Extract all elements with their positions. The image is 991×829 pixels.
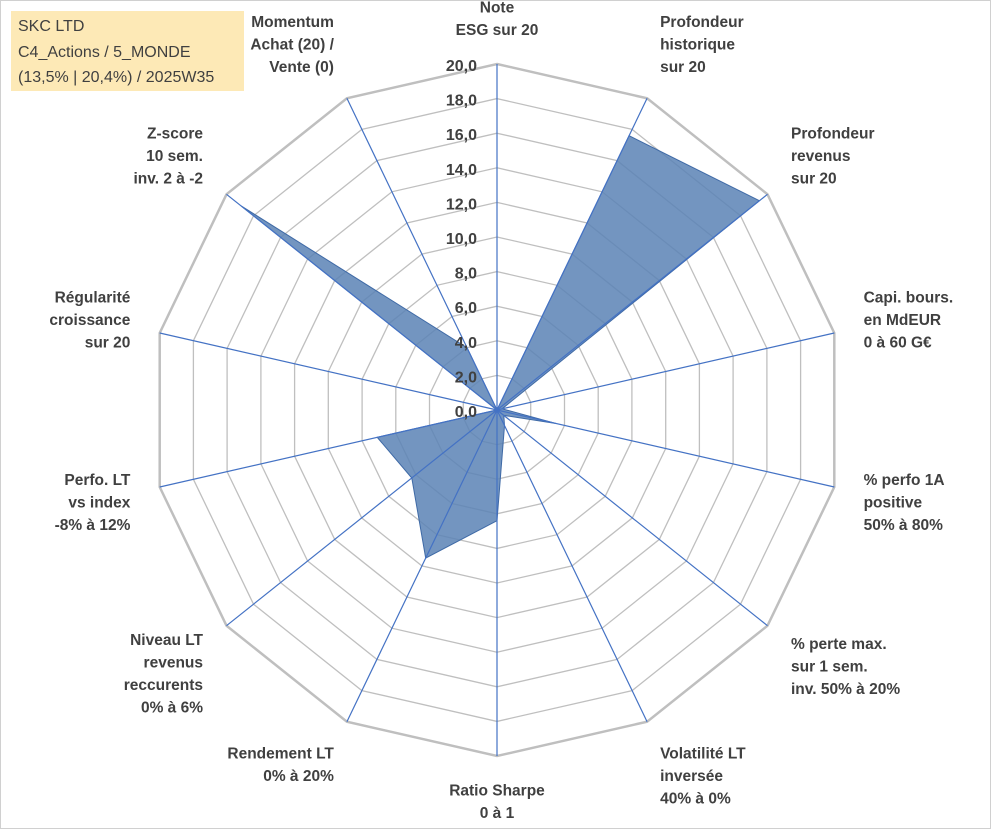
axis-spoke [226,193,498,411]
tick-label: 4,0 [455,335,477,352]
tick-label: 14,0 [446,162,477,179]
category-label-line: historique [660,37,735,54]
category-label-line: % perfo 1A [864,472,945,489]
tick-label: 12,0 [446,196,477,213]
category-label-line: Ratio Sharpe [449,783,545,800]
category-label: Niveau LT revenus reccurents 0% à 6% [124,632,204,717]
axis-spoke [346,409,498,722]
category-label-line: Rendement LT [227,745,334,762]
category-label: Perfo. LT vs index -8% à 12% [55,472,131,534]
category-label: Capi. bours. en MdEUR 0 à 60 G€ [864,290,954,352]
tick-label: 10,0 [446,231,477,248]
category-label-line: sur 20 [660,59,706,76]
category-label-line: Niveau LT [130,632,203,649]
category-label-line: Achat (20) / [250,37,334,54]
category-label-line: % perte max. [791,636,887,653]
category-label-line: Profondeur [660,14,744,31]
category-label: Momentum Achat (20) / Vente (0) [250,14,334,76]
category-label-line: 0% à 20% [263,768,334,785]
category-label-line: inv. 50% à 20% [791,681,900,698]
axis-spoke [346,98,498,411]
category-label-line: reccurents [124,677,203,694]
category-label-layer: Note ESG sur 20 Profondeur historique sur 20… [49,0,953,822]
category-label: Régularité croissance sur 20 [49,290,130,352]
data-area-layer [241,135,761,559]
category-label-line: 10 sem. [146,148,203,165]
category-label: Note ESG sur 20 [456,0,539,39]
tick-label: 6,0 [455,300,477,317]
category-label: Ratio Sharpe 0 à 1 [449,783,545,823]
tick-label: 0,0 [455,404,477,421]
category-label-line: 50% à 80% [864,517,943,534]
category-label: Rendement LT 0% à 20% [227,745,334,785]
category-label-line: croissance [49,312,130,329]
category-label: Profondeur revenus sur 20 [791,125,875,187]
data-area [241,135,761,559]
category-label-line: Z-score [147,125,203,142]
category-label-line: ESG sur 20 [456,22,539,39]
category-label-line: sur 20 [85,335,131,352]
info-box: SKC LTD C4_Actions / 5_MONDE (13,5% | 20… [11,11,244,91]
axis-spoke [496,332,835,411]
category-label-line: en MdEUR [864,312,942,329]
tick-label-layer: 0,0 2,0 4,0 6,0 8,0 10,0 12,0 14,0 16,0 18,0 20,0 [446,58,477,421]
axis-spoke [159,332,498,411]
category-label-line: Capi. bours. [864,290,954,307]
category-label-line: sur 1 sem. [791,659,868,676]
tick-label: 18,0 [446,93,477,110]
axis-spoke [496,98,648,411]
info-performance: (13,5% | 20,4%) / 2025W35 [18,69,215,86]
category-label-line: Note [480,0,515,17]
category-label-line: 0 à 1 [480,805,515,822]
tick-label: 8,0 [455,266,477,283]
axis-spoke [496,409,835,488]
category-label-line: Profondeur [791,125,875,142]
category-label-line: Momentum [251,14,334,31]
category-label-line: revenus [791,148,850,165]
category-label-line: inv. 2 à -2 [134,170,204,187]
category-label-line: Vente (0) [269,59,334,76]
category-label: Z-score 10 sem. inv. 2 à -2 [134,125,204,187]
axis-spoke [496,193,768,411]
category-label-line: sur 20 [791,170,837,187]
category-label: Profondeur historique sur 20 [660,14,744,76]
category-label: % perte max. sur 1 sem. inv. 50% à 20% [791,636,900,698]
axis-spoke [159,409,498,488]
axis-spoke [496,409,768,627]
category-label-line: vs index [68,494,130,511]
category-label-line: Perfo. LT [64,472,131,489]
info-company: SKC LTD [18,18,85,35]
category-label-line: revenus [144,655,203,672]
category-label-line: Régularité [55,290,131,307]
axis-spoke [496,409,648,722]
category-label: Volatilité LT inversée 40% à 0% [660,745,746,807]
info-category: C4_Actions / 5_MONDE [18,43,191,61]
tick-label: 16,0 [446,127,477,144]
category-label-line: 0% à 6% [141,700,203,717]
tick-label: 20,0 [446,58,477,75]
axis-spoke [226,409,498,627]
category-label: % perfo 1A positive 50% à 80% [864,472,945,534]
category-label-line: positive [864,494,923,511]
tick-label: 2,0 [455,369,477,386]
category-label-line: Volatilité LT [660,745,746,762]
category-label-line: -8% à 12% [55,517,131,534]
category-label-line: inversée [660,768,723,785]
axis-line-layer [159,64,835,756]
category-label-line: 0 à 60 G€ [864,335,932,352]
category-label-line: 40% à 0% [660,790,731,807]
